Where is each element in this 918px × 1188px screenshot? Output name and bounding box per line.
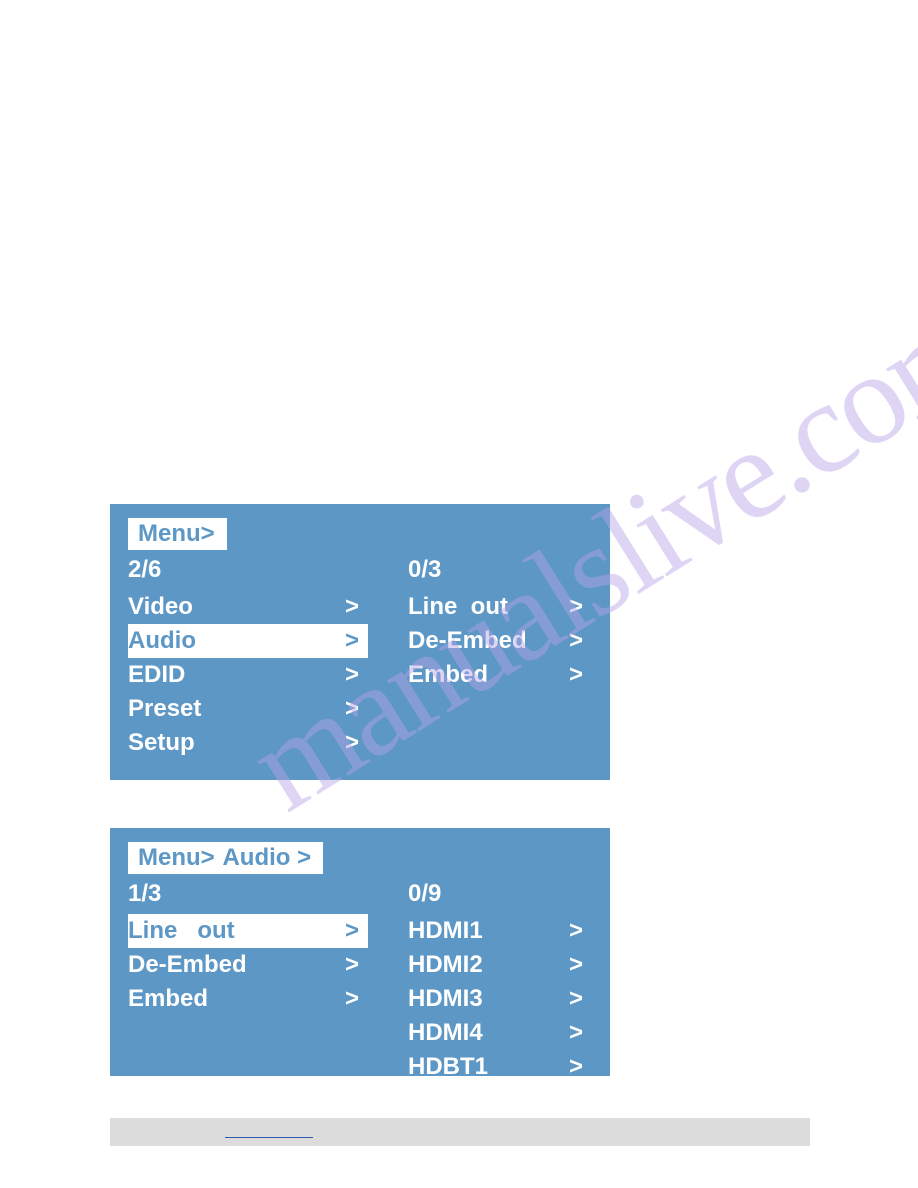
chevron-right-icon: > — [566, 1053, 586, 1081]
menu-item-label: De-Embed — [128, 951, 342, 979]
submenu-item-deembed[interactable]: De-Embed > — [408, 624, 592, 658]
breadcrumb-segment: Menu> — [138, 844, 215, 871]
chevron-right-icon: > — [342, 627, 362, 655]
menu-item-preset[interactable]: Preset > — [128, 692, 368, 726]
menu-item-label: Audio — [128, 627, 342, 655]
chevron-right-icon: > — [566, 917, 586, 945]
chevron-right-icon: > — [566, 951, 586, 979]
menu-item-video[interactable]: Video > — [128, 590, 368, 624]
panel-columns: 1/3 Line out > De-Embed > Embed > 0/9 HD… — [110, 880, 610, 1084]
menu-item-label: Preset — [128, 695, 342, 723]
submenu-item-label: HDMI4 — [408, 1019, 566, 1047]
right-counter: 0/3 — [408, 556, 592, 584]
submenu-item-hdmi4[interactable]: HDMI4 > — [408, 1016, 592, 1050]
menu-item-label: Video — [128, 593, 342, 621]
menu-item-label: EDID — [128, 661, 342, 689]
panel-columns: 2/6 Video > Audio > EDID > Preset > Setu… — [110, 556, 610, 760]
menu-item-edid[interactable]: EDID > — [128, 658, 368, 692]
submenu-item-lineout[interactable]: Line out > — [408, 590, 592, 624]
submenu-item-hdmi1[interactable]: HDMI1 > — [408, 914, 592, 948]
submenu-item-hdmi2[interactable]: HDMI2 > — [408, 948, 592, 982]
menu-item-deembed[interactable]: De-Embed > — [128, 948, 368, 982]
chevron-right-icon: > — [342, 917, 362, 945]
right-counter: 0/9 — [408, 880, 592, 908]
chevron-right-icon: > — [566, 1019, 586, 1047]
chevron-right-icon: > — [342, 661, 362, 689]
chevron-right-icon: > — [566, 593, 586, 621]
menu-item-audio[interactable]: Audio > — [128, 624, 368, 658]
chevron-right-icon: > — [342, 729, 362, 757]
left-counter: 2/6 — [128, 556, 368, 584]
submenu-item-hdbt1[interactable]: HDBT1 > — [408, 1050, 592, 1084]
submenu-item-label: De-Embed — [408, 627, 566, 655]
submenu-item-label: Line out — [408, 593, 566, 621]
menu-item-label: Embed — [128, 985, 342, 1013]
chevron-right-icon: > — [342, 593, 362, 621]
menu-item-embed[interactable]: Embed > — [128, 982, 368, 1016]
submenu-item-label: HDMI2 — [408, 951, 566, 979]
submenu-item-label: Embed — [408, 661, 566, 689]
chevron-right-icon: > — [566, 985, 586, 1013]
breadcrumb: Menu> — [128, 518, 227, 550]
chevron-right-icon: > — [566, 627, 586, 655]
submenu-item-label: HDBT1 — [408, 1053, 566, 1081]
menu-item-label: Setup — [128, 729, 342, 757]
left-counter: 1/3 — [128, 880, 368, 908]
chevron-right-icon: > — [342, 695, 362, 723]
menu-panel-audio: Menu> 2/6 Video > Audio > EDID > Preset … — [110, 504, 610, 780]
chevron-right-icon: > — [342, 951, 362, 979]
breadcrumb-segment: Audio > — [222, 844, 311, 871]
breadcrumb: Menu> Audio > — [128, 842, 323, 874]
submenu-item-label: HDMI1 — [408, 917, 566, 945]
left-column: 2/6 Video > Audio > EDID > Preset > Setu… — [128, 556, 368, 760]
chevron-right-icon: > — [566, 661, 586, 689]
menu-item-lineout[interactable]: Line out > — [128, 914, 368, 948]
submenu-item-embed[interactable]: Embed > — [408, 658, 592, 692]
menu-item-label: Line out — [128, 917, 342, 945]
left-column: 1/3 Line out > De-Embed > Embed > — [128, 880, 368, 1084]
breadcrumb-segment: Menu> — [138, 520, 215, 547]
menu-panel-lineout: Menu> Audio > 1/3 Line out > De-Embed > … — [110, 828, 610, 1076]
submenu-item-label: HDMI3 — [408, 985, 566, 1013]
menu-item-setup[interactable]: Setup > — [128, 726, 368, 760]
footer-bar — [110, 1118, 810, 1146]
chevron-right-icon: > — [342, 985, 362, 1013]
footer-link[interactable] — [225, 1124, 313, 1138]
right-column: 0/3 Line out > De-Embed > Embed > — [368, 556, 592, 760]
right-column: 0/9 HDMI1 > HDMI2 > HDMI3 > HDMI4 > HDBT… — [368, 880, 592, 1084]
submenu-item-hdmi3[interactable]: HDMI3 > — [408, 982, 592, 1016]
